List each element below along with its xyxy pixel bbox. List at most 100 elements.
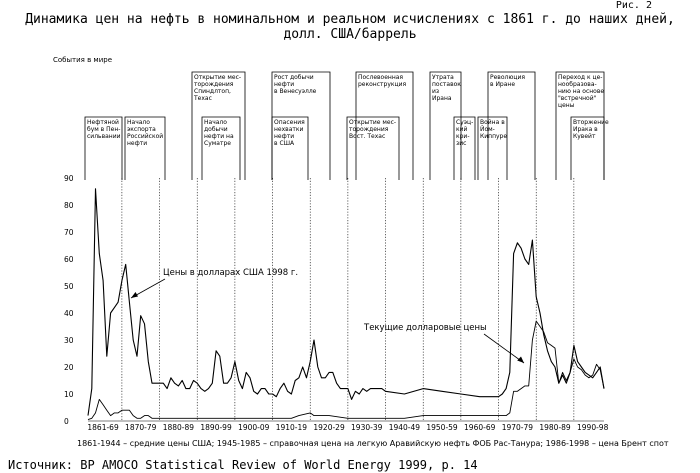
x-tick-label: 1900-09 bbox=[238, 423, 270, 432]
event-bottom-text: Опасения bbox=[274, 119, 305, 126]
x-tick-label: 1990-98 bbox=[577, 423, 609, 432]
y-tick-label: 80 bbox=[64, 201, 74, 210]
event-top-text: нообразова- bbox=[558, 81, 597, 88]
event-top-text: Техас bbox=[193, 95, 212, 102]
event-bottom-text: кий bbox=[456, 126, 468, 133]
event-bottom-text: Ирака в bbox=[573, 126, 598, 133]
x-tick-label: 1861-69 bbox=[87, 423, 119, 432]
x-tick-label: 1920-29 bbox=[313, 423, 345, 432]
event-bottom-bracket bbox=[346, 116, 400, 180]
event-bottom-bracket bbox=[84, 116, 123, 180]
event-top-text: цены bbox=[558, 102, 575, 109]
x-tick-label: 1960-69 bbox=[464, 423, 496, 432]
event-top-text: реконструкция bbox=[358, 81, 406, 88]
chart-title: Динамика цен на нефть в номинальном и ре… bbox=[0, 12, 700, 42]
events-top-group: Открытие мес-торожденияСпиндлтоп,ТехасРо… bbox=[191, 71, 605, 180]
event-top-text: нефти bbox=[274, 81, 294, 88]
event-top-text: Революция bbox=[490, 74, 525, 81]
event-top-text: Послевоенная bbox=[358, 74, 403, 81]
annotation-group: Цены в долларах США 1998 г. Текущие долла… bbox=[130, 268, 525, 364]
event-bottom-text: сильвании bbox=[87, 133, 121, 140]
chart-title-line-2: долл. США/баррель bbox=[283, 27, 417, 42]
x-tick-label: 1950-59 bbox=[426, 423, 458, 432]
y-tick-label: 60 bbox=[64, 255, 74, 264]
annotation-real-prices: Цены в долларах США 1998 г. bbox=[163, 268, 298, 278]
event-bottom-text: торождения bbox=[349, 126, 389, 133]
event-bottom-text: Суматре bbox=[204, 140, 231, 147]
series-line-0 bbox=[87, 188, 605, 416]
event-top-text: торождения bbox=[194, 81, 234, 88]
event-bottom-bracket bbox=[477, 116, 508, 180]
y-tick-label: 0 bbox=[64, 417, 69, 426]
event-top-text: в Венесуэлле bbox=[274, 88, 317, 95]
event-top-bracket bbox=[487, 71, 536, 180]
event-bottom-bracket bbox=[271, 116, 309, 180]
y-tick-label: 10 bbox=[64, 390, 74, 399]
event-top-text: "встречной" bbox=[558, 95, 597, 102]
series-group bbox=[87, 188, 605, 421]
annotation-arrowhead bbox=[517, 356, 524, 363]
events-heading: События в мире bbox=[53, 56, 113, 64]
event-top-text: из bbox=[432, 88, 439, 95]
event-bottom-text: экспорта bbox=[127, 126, 156, 133]
annotation-current-prices: Текущие долларовые цены bbox=[363, 323, 487, 333]
event-bottom-text: нефти bbox=[274, 133, 294, 140]
event-bottom-text: Война в bbox=[480, 119, 505, 126]
event-bottom-text: Кувейт bbox=[573, 133, 596, 140]
event-bottom-text: Российской bbox=[127, 133, 163, 140]
event-top-text: Ирана bbox=[432, 95, 452, 102]
event-bottom-bracket bbox=[201, 116, 241, 180]
footnote: 1861-1944 – средние цены США; 1945-1985 … bbox=[77, 439, 669, 448]
y-tick-label: 20 bbox=[64, 363, 74, 372]
event-bottom-text: Открытие мес- bbox=[349, 119, 396, 126]
grid-group: 1861-69 1870-79 1880-89 1890-99 1900-09 1910-… bbox=[87, 178, 609, 432]
x-tick-label: 1890-99 bbox=[200, 423, 232, 432]
series-line-1 bbox=[87, 320, 605, 421]
event-bottom-text: нефти bbox=[127, 140, 147, 147]
x-tick-label: 1980-89 bbox=[539, 423, 571, 432]
event-bottom-text: кри- bbox=[456, 133, 470, 140]
event-bottom-text: зис bbox=[456, 140, 466, 147]
x-tick-label: 1880-89 bbox=[163, 423, 195, 432]
event-bottom-text: в США bbox=[274, 140, 295, 147]
x-tick-label: 1910-19 bbox=[276, 423, 308, 432]
y-tick-label: 30 bbox=[64, 336, 74, 345]
event-bottom-bracket bbox=[453, 116, 476, 180]
event-top-text: Спиндлтоп, bbox=[194, 88, 231, 95]
x-tick-label: 1870-79 bbox=[125, 423, 157, 432]
event-top-text: Утрата bbox=[432, 74, 454, 81]
y-tick-label: 40 bbox=[64, 309, 74, 318]
event-bottom-text: Йом- bbox=[480, 126, 495, 133]
event-bottom-text: Суэц- bbox=[456, 119, 473, 126]
event-bottom-text: нехватки bbox=[274, 126, 303, 133]
axis-group: 0 10 20 30 40 50 60 70 80 90 bbox=[64, 174, 604, 426]
event-top-text: Переход к це- bbox=[558, 74, 602, 81]
x-tick-label: 1940-49 bbox=[389, 423, 421, 432]
event-bottom-text: нефти на bbox=[204, 133, 234, 140]
event-bottom-text: добычи bbox=[204, 126, 228, 133]
event-top-bracket bbox=[429, 71, 462, 180]
event-bottom-text: бум в Пен- bbox=[87, 126, 120, 133]
event-top-text: поставок bbox=[432, 81, 461, 88]
event-bottom-bracket bbox=[570, 116, 605, 180]
event-top-bracket bbox=[355, 71, 414, 180]
event-top-text: Открытие мес- bbox=[194, 74, 241, 81]
event-bottom-text: Киппуре bbox=[480, 133, 507, 140]
event-top-bracket bbox=[191, 71, 246, 180]
annotation-arrowhead bbox=[131, 292, 138, 298]
event-bottom-text: Начало bbox=[204, 119, 227, 126]
